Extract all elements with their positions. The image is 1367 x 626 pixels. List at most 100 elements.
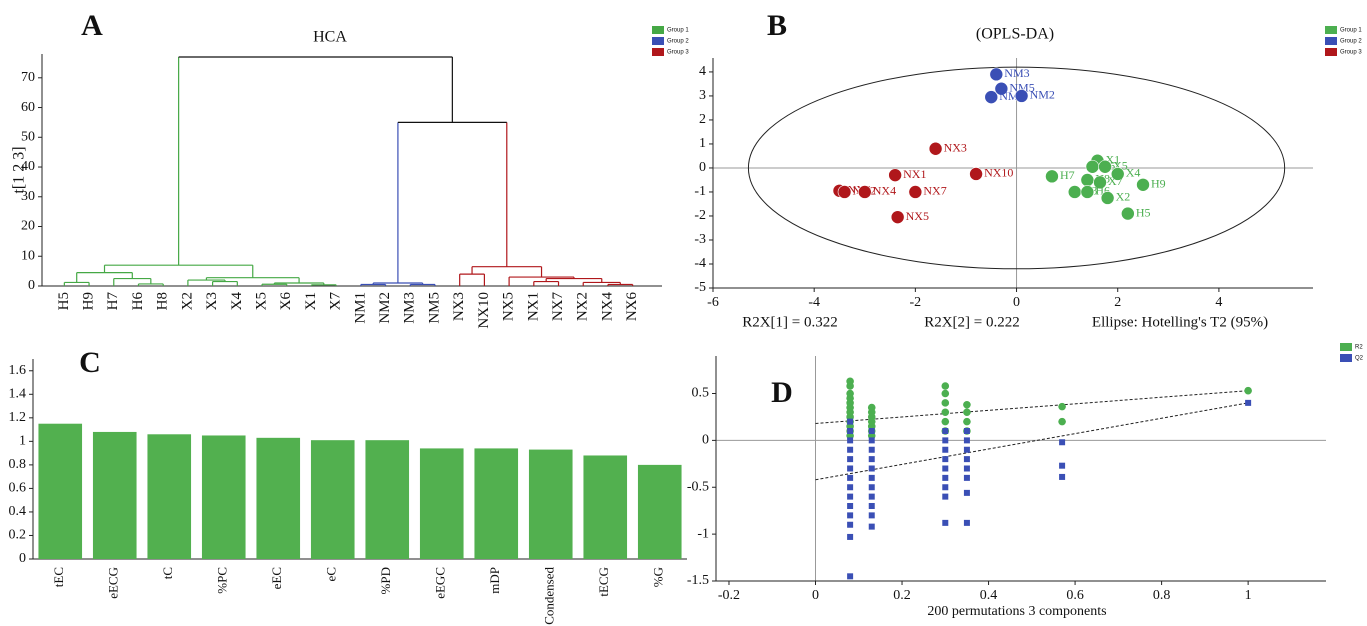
point [963, 465, 970, 472]
point [1058, 402, 1066, 411]
point [1058, 417, 1066, 426]
hotelling-ellipse [747, 66, 1286, 270]
bar [256, 437, 301, 559]
point [847, 493, 854, 500]
y-tick-label: -1.5 [687, 573, 709, 588]
point-label: NX10 [984, 166, 1013, 180]
leaf-label: H7 [105, 292, 121, 311]
point [963, 408, 971, 417]
y-tick-label: 3 [699, 88, 706, 103]
y-tick-label: 30 [21, 189, 35, 204]
point [847, 573, 854, 580]
x-tick-label: -2 [910, 295, 922, 310]
x-tick-label: 0.6 [1066, 588, 1084, 603]
legend-label: Q2 [1355, 356, 1364, 362]
point-label: NM3 [1004, 66, 1029, 80]
leaf-label: NX7 [550, 292, 566, 322]
bar [583, 455, 628, 559]
point [1121, 206, 1135, 221]
point [963, 519, 970, 526]
point [941, 408, 950, 417]
chart-title: (OPLS-DA) [976, 26, 1054, 43]
x-tick-label: tECG [596, 567, 611, 597]
y-tick-label: 70 [21, 70, 35, 85]
leaf-label: X5 [253, 292, 269, 310]
point [847, 474, 854, 481]
point [1059, 439, 1066, 446]
point [963, 474, 970, 481]
point [847, 484, 854, 491]
y-tick-label: -1 [697, 526, 709, 541]
x-tick-label: eECG [106, 567, 121, 599]
y-tick-label: 0 [702, 433, 709, 448]
leaf-label: X4 [229, 292, 245, 311]
y-tick-label: 60 [21, 100, 35, 115]
bar [419, 448, 464, 559]
point [868, 437, 875, 444]
point [942, 493, 949, 500]
point [1245, 399, 1252, 406]
point [846, 382, 854, 390]
point [989, 67, 1004, 82]
x-tick-label: %PD [378, 567, 393, 594]
point [1093, 175, 1107, 190]
x-tick-label: %G [651, 567, 666, 587]
leaf-label: H6 [130, 292, 146, 311]
y-tick-label: 0.4 [9, 504, 27, 519]
point-label: NX4 [873, 184, 896, 198]
point [942, 465, 949, 472]
legend-swatch [1325, 26, 1337, 34]
x-tick-label: mDP [487, 567, 502, 594]
point [868, 503, 875, 509]
point [1059, 462, 1066, 469]
point-label: NX5 [906, 209, 929, 223]
point [963, 446, 970, 453]
y-tick-label: 1.4 [9, 387, 27, 402]
leaf-label: H5 [56, 292, 72, 310]
leaf-label: NX2 [575, 292, 591, 321]
point [868, 484, 875, 491]
x-tick-label: 0 [1013, 295, 1020, 310]
leaf-label: X1 [303, 292, 319, 310]
y-tick-label: 1 [19, 434, 26, 449]
y-tick-label: 50 [21, 130, 35, 145]
annotation: Ellipse: Hotelling's T2 (95%) [1092, 314, 1268, 330]
y-tick-label: 0 [28, 278, 35, 293]
point [847, 437, 854, 444]
point [847, 428, 854, 434]
point-label: NX7 [923, 184, 946, 198]
leaf-label: H8 [155, 292, 171, 310]
x-tick-label: 4 [1215, 295, 1222, 310]
point [942, 484, 949, 491]
x-tick-label: 0.2 [893, 588, 911, 603]
bar [38, 423, 83, 559]
x-tick-label: tC [160, 567, 175, 579]
leaf-label: X3 [204, 292, 220, 310]
point-label: NM5 [1009, 80, 1034, 94]
legend-label: Group 1 [667, 28, 689, 34]
bar [201, 435, 246, 559]
bar [528, 449, 573, 559]
point [847, 512, 854, 519]
leaf-label: NM1 [352, 292, 368, 324]
x-tick-label: eEC [269, 567, 284, 589]
y-tick-label: 4 [699, 64, 706, 79]
point [868, 428, 875, 434]
x-tick-label: 0 [812, 588, 819, 603]
leaf-label: NX4 [599, 292, 615, 322]
leaf-label: NM2 [377, 292, 393, 324]
y-tick-label: -3 [694, 232, 706, 247]
annotation: R2X[2] = 0.222 [924, 314, 1020, 330]
bar [92, 431, 137, 559]
point [963, 489, 970, 496]
x-tick-label: -6 [707, 295, 719, 310]
point [1136, 177, 1150, 192]
x-tick-label: Condensed [542, 567, 557, 625]
legend-label: R2 [1355, 345, 1363, 351]
x-tick-label: -0.2 [718, 588, 740, 603]
y-tick-label: 40 [21, 159, 35, 174]
point [1080, 185, 1095, 199]
point [1244, 386, 1252, 395]
point [963, 437, 970, 444]
